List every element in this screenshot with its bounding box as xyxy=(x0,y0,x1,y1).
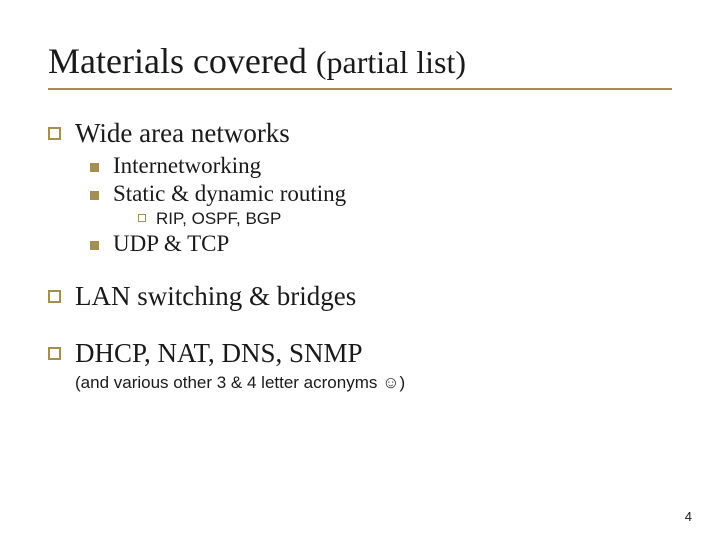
solid-square-icon xyxy=(90,191,99,200)
bullet-level3: RIP, OSPF, BGP xyxy=(138,209,672,229)
slide: Materials covered (partial list) Wide ar… xyxy=(0,0,720,540)
bullet-level2: UDP & TCP xyxy=(90,231,672,257)
spacer xyxy=(48,316,672,338)
bullet-level2: Static & dynamic routing xyxy=(90,181,672,207)
hollow-square-icon xyxy=(48,347,61,360)
page-number: 4 xyxy=(685,509,692,524)
bullet-text: Wide area networks xyxy=(75,118,290,149)
title-sub: (partial list) xyxy=(316,44,466,80)
hollow-square-icon xyxy=(48,127,61,140)
bullet-level1: Wide area networks xyxy=(48,118,672,149)
bullet-level2: Internetworking xyxy=(90,153,672,179)
spacer xyxy=(48,259,672,281)
bullet-text: UDP & TCP xyxy=(113,231,229,257)
hollow-square-small-icon xyxy=(138,214,146,222)
bullet-text: DHCP, NAT, DNS, SNMP xyxy=(75,338,363,369)
bullet-text: RIP, OSPF, BGP xyxy=(156,209,281,229)
bullet-text: LAN switching & bridges xyxy=(75,281,356,312)
slide-title: Materials covered (partial list) xyxy=(48,40,672,90)
solid-square-icon xyxy=(90,163,99,172)
title-main: Materials covered xyxy=(48,41,316,81)
bullet-level1: LAN switching & bridges xyxy=(48,281,672,312)
note-line: (and various other 3 & 4 letter acronyms… xyxy=(75,373,672,393)
bullet-level1: DHCP, NAT, DNS, SNMP xyxy=(48,338,672,369)
hollow-square-icon xyxy=(48,290,61,303)
note-text: (and various other 3 & 4 letter acronyms… xyxy=(75,373,405,392)
bullet-text: Static & dynamic routing xyxy=(113,181,346,207)
bullet-text: Internetworking xyxy=(113,153,261,179)
solid-square-icon xyxy=(90,241,99,250)
